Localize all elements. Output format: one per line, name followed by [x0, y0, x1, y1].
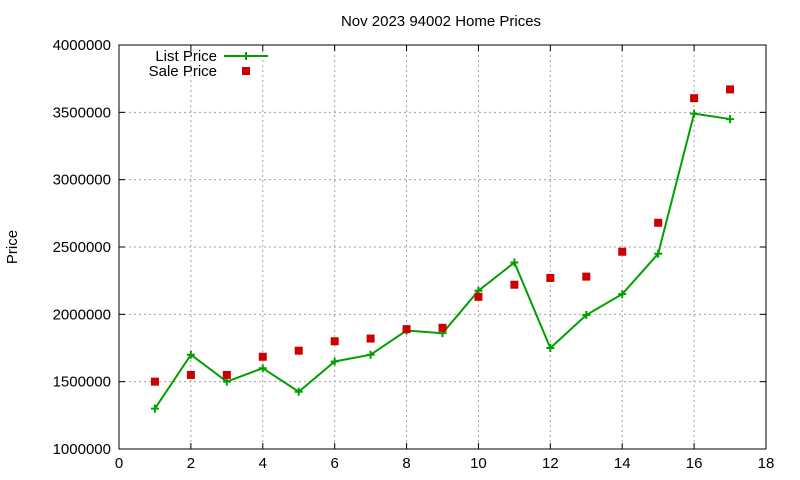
list-price-point [366, 350, 375, 359]
sale-price-point [222, 370, 231, 379]
sale-price-point [186, 370, 195, 379]
x-tick-label: 4 [259, 455, 267, 472]
list-price-point [510, 258, 519, 267]
list-price-point [582, 311, 591, 320]
x-tick-label: 0 [115, 455, 123, 472]
sale-price-point [726, 85, 735, 94]
list-price-point [726, 115, 735, 124]
sale-price-point [474, 292, 483, 301]
y-tick-label: 4000000 [53, 37, 111, 54]
legend-sale-price-marker [242, 67, 250, 75]
list-price-point [294, 387, 303, 396]
list-price-point [258, 364, 267, 373]
sale-price-point [654, 218, 663, 227]
y-tick-label: 1500000 [53, 374, 111, 391]
list-price-point [690, 109, 699, 118]
list-price-point [330, 357, 339, 366]
sale-price-point [438, 323, 447, 332]
list-price-point [222, 377, 231, 386]
list-price-line [154, 112, 731, 410]
y-tick-label: 2500000 [53, 239, 111, 256]
x-axis-ticks: 0 2 4 6 8 10 12 14 16 18 [115, 45, 775, 472]
x-tick-label: 2 [187, 455, 195, 472]
series-sale-price [150, 85, 735, 386]
x-tick-label: 10 [470, 455, 487, 472]
x-tick-label: 8 [402, 455, 410, 472]
list-price-point [654, 249, 663, 258]
chart-title: Nov 2023 94002 Home Prices [341, 13, 541, 30]
legend-label: Sale Price [149, 63, 217, 80]
plot-frame [118, 44, 767, 450]
x-tick-label: 18 [758, 455, 775, 472]
sale-price-point [330, 337, 339, 346]
y-tick-label: 2000000 [53, 306, 111, 323]
sale-price-point [546, 273, 555, 282]
sale-price-point [258, 352, 267, 361]
x-tick-label: 14 [614, 455, 631, 472]
x-tick-label: 16 [686, 455, 703, 472]
sale-price-point [294, 346, 303, 355]
legend-list-price-marker [242, 52, 250, 60]
x-tick-label: 12 [542, 455, 559, 472]
y-tick-label: 3000000 [53, 172, 111, 189]
y-axis-label: Price [4, 230, 21, 264]
sale-price-point [366, 334, 375, 343]
list-price-point [150, 404, 159, 413]
series-list-price [150, 109, 735, 413]
series-layer [150, 85, 735, 413]
y-axis-ticks: 1000000 1500000 2000000 2500000 3000000 35000… [53, 37, 766, 458]
sale-price-point [150, 377, 159, 386]
y-tick-label: 1000000 [53, 441, 111, 458]
list-price-point [546, 344, 555, 352]
legend-label: List Price [155, 48, 217, 65]
x-tick-label: 6 [330, 455, 338, 472]
sale-price-point [582, 272, 591, 281]
list-price-point [618, 290, 627, 299]
grid-lines [119, 45, 766, 449]
sale-price-point [618, 247, 627, 256]
sale-price-point [690, 94, 699, 103]
list-price-point [186, 350, 195, 359]
sale-price-point [402, 325, 411, 334]
y-tick-label: 3500000 [53, 104, 111, 121]
sale-price-point [510, 280, 519, 289]
